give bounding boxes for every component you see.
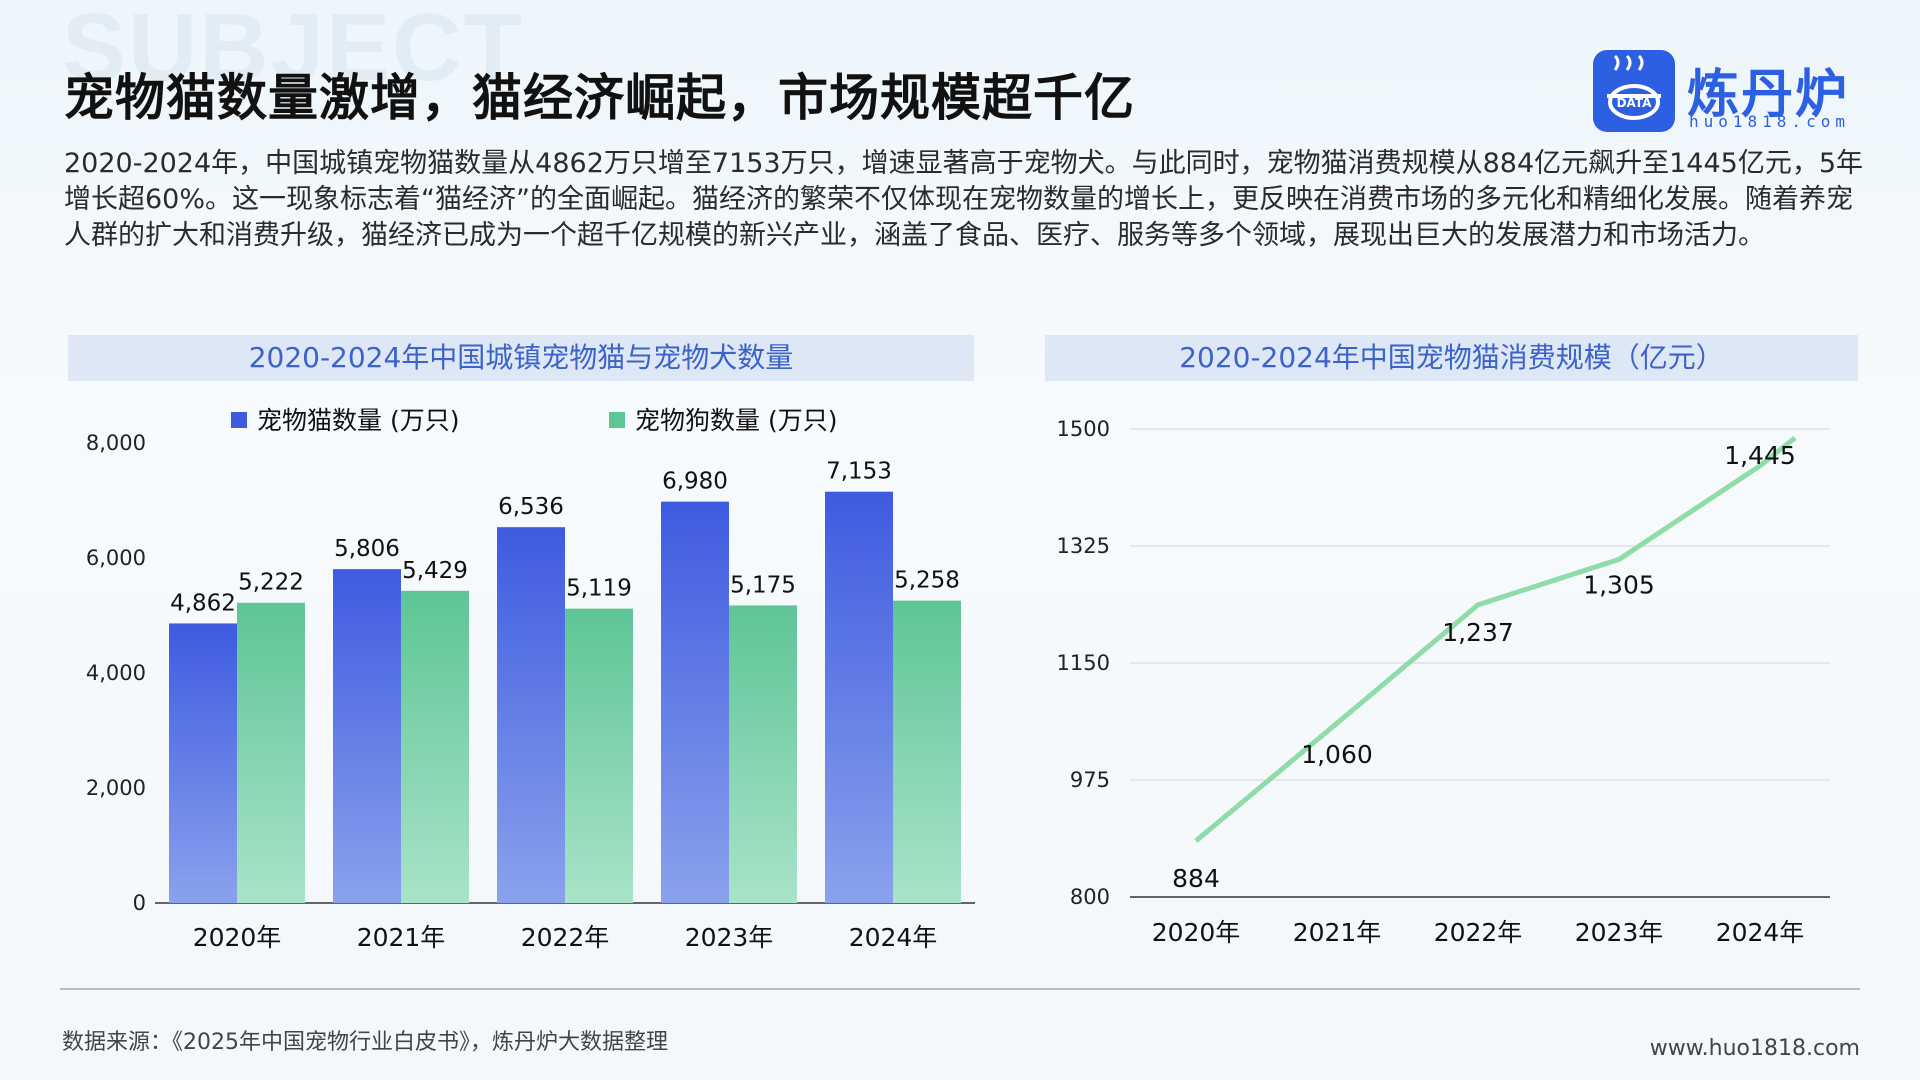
cat-count-bar <box>497 527 565 903</box>
bar-value-label: 5,258 <box>894 568 960 594</box>
logo-name: 炼丹炉 <box>1687 65 1850 125</box>
line-chart-title: 2020-2024年中国宠物猫消费规模（亿元） <box>1045 335 1858 381</box>
consumption-line <box>1194 435 1797 843</box>
bar-chart-title: 2020-2024年中国城镇宠物猫与宠物犬数量 <box>68 335 974 381</box>
line-y-tick-label: 975 <box>1070 768 1110 792</box>
bar-value-label: 4,862 <box>170 590 236 616</box>
brand-logo[interactable]: DATA 炼丹炉 huo1818.com <box>1593 50 1863 134</box>
logo-url: huo1818.com <box>1689 112 1850 131</box>
dog-count-bar <box>729 605 797 903</box>
line-x-tick-label: 2023年 <box>1575 918 1664 947</box>
dog-count-bar <box>893 600 961 903</box>
data-source-note: 数据来源：《2025年中国宠物行业白皮书》，炼丹炉大数据整理 <box>62 1030 668 1055</box>
bar-value-label: 7,153 <box>826 459 892 485</box>
bar-value-label: 5,806 <box>334 536 400 562</box>
cat-count-bar <box>169 623 237 903</box>
bar-x-tick-label: 2023年 <box>685 923 774 952</box>
line-chart: 800 975 1150 1325 1500 884 1,060 1,237 1,305 1,44… <box>1057 417 1830 947</box>
bar-y-tick-label: 2,000 <box>86 776 146 800</box>
line-x-tick-label: 2021年 <box>1293 918 1382 947</box>
legend-label: 宠物猫数量 (万只) <box>257 406 459 435</box>
dog-count-bar <box>565 608 633 903</box>
bar-value-label: 6,536 <box>498 494 564 520</box>
bar-y-tick-label: 6,000 <box>86 546 146 570</box>
logo-badge-text: DATA <box>1617 96 1653 110</box>
dog-legend-swatch <box>609 412 625 428</box>
bar-value-label: 5,222 <box>238 570 304 596</box>
page-title: 宠物猫数量激增，猫经济崛起，市场规模超千亿 <box>64 69 1135 127</box>
line-value-label: 884 <box>1172 864 1220 893</box>
bar-x-tick-label: 2020年 <box>193 923 282 952</box>
line-x-tick-label: 2020年 <box>1152 918 1241 947</box>
bar-value-label: 6,980 <box>662 469 728 495</box>
cat-legend-swatch <box>231 412 247 428</box>
legend-label: 宠物狗数量 (万只) <box>635 406 837 435</box>
line-value-label: 1,060 <box>1301 740 1373 769</box>
bar-value-label: 5,119 <box>566 576 632 602</box>
line-value-label: 1,237 <box>1442 618 1514 647</box>
line-y-tick-label: 1325 <box>1057 534 1110 558</box>
line-x-tick-label: 2022年 <box>1434 918 1523 947</box>
bar-value-label: 5,175 <box>730 572 796 598</box>
line-value-label: 1,445 <box>1724 441 1796 470</box>
bar-y-tick-label: 0 <box>133 891 146 915</box>
line-y-tick-label: 800 <box>1070 885 1110 909</box>
line-x-tick-label: 2024年 <box>1716 918 1805 947</box>
bar-value-label: 5,429 <box>402 558 468 584</box>
background-watermark-word: SUBJECT <box>62 0 525 101</box>
site-url-link[interactable]: www.huo1818.com <box>1649 1036 1860 1061</box>
cat-count-bar <box>333 569 401 903</box>
dog-count-bar <box>237 602 305 903</box>
bar-x-tick-label: 2021年 <box>357 923 446 952</box>
line-value-label: 1,305 <box>1583 570 1655 599</box>
line-y-tick-label: 1500 <box>1057 417 1110 441</box>
cat-count-bar <box>661 501 729 903</box>
cat-count-bar <box>825 491 893 903</box>
intro-paragraph: 2020-2024年，中国城镇宠物猫数量从4862万只增至7153万只，增速显著… <box>64 148 1864 251</box>
bar-y-tick-label: 4,000 <box>86 661 146 685</box>
bar-y-tick-label: 8,000 <box>86 431 146 455</box>
line-y-tick-label: 1150 <box>1057 651 1110 675</box>
footer-divider <box>60 988 1860 990</box>
dog-count-bar <box>401 590 469 903</box>
bar-x-tick-label: 2024年 <box>849 923 938 952</box>
cauldron-icon: DATA <box>1593 50 1675 132</box>
bar-x-tick-label: 2022年 <box>521 923 610 952</box>
